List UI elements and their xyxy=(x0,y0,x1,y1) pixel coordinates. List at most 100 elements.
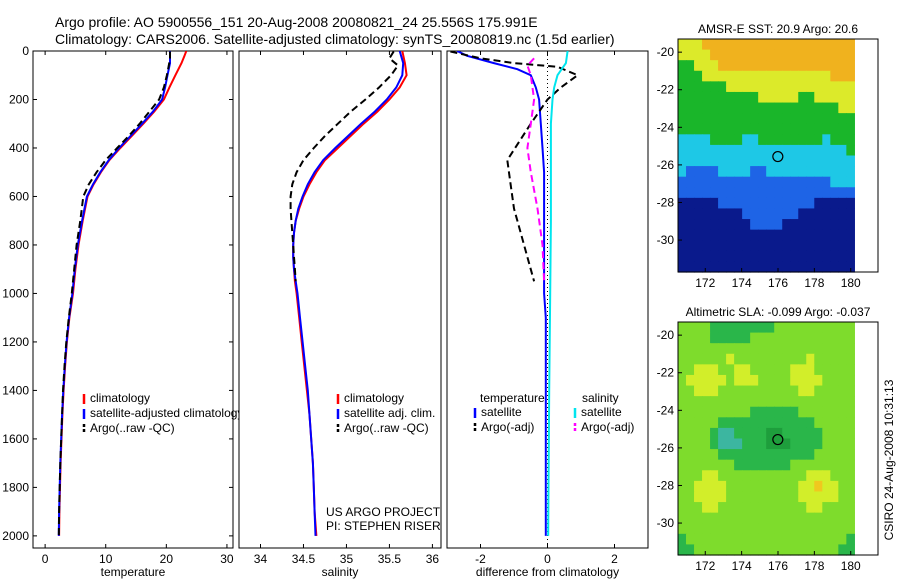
side-stamp: CSIRO 24-Aug-2008 10:31:13 xyxy=(882,379,896,540)
sla_map-cell xyxy=(678,491,687,503)
temperature-y-tick-label: 400 xyxy=(9,141,29,155)
sla_map-cell xyxy=(814,491,823,503)
sst_map-cell xyxy=(838,229,847,241)
sla_map-cell xyxy=(734,544,743,556)
sla_map-cell xyxy=(798,322,807,334)
sla_map-cell xyxy=(846,427,855,440)
sla_map-cell xyxy=(678,533,687,546)
temperature-y-tick-label: 1200 xyxy=(2,335,29,349)
sst_map-cell xyxy=(774,229,783,241)
sst_map-cell xyxy=(774,208,783,220)
sla_map-cell xyxy=(822,470,831,482)
sla_map-cell xyxy=(710,353,719,365)
sst_map-cell xyxy=(758,39,767,51)
sla_map-cell xyxy=(790,385,799,397)
sla_map-cell xyxy=(766,523,775,535)
sst_map-cell xyxy=(766,166,775,178)
sst_map-cell xyxy=(702,102,711,114)
sla_map-cell xyxy=(694,480,703,493)
sst_map-cell xyxy=(846,250,855,263)
sla_map-cell xyxy=(838,480,847,493)
sst_map-cell xyxy=(814,219,823,231)
sla_map-cell xyxy=(814,449,823,461)
sla_map-x-tick-label: 180 xyxy=(841,559,861,573)
sst_map-cell xyxy=(686,39,695,51)
sst_map-cell xyxy=(726,208,735,220)
sst_map-cell xyxy=(678,144,687,157)
salinity-x-tick-label: 36 xyxy=(426,552,440,566)
sst_map-cell xyxy=(822,240,831,252)
sst_map-cell xyxy=(726,102,735,114)
sla_map-cell xyxy=(702,322,711,334)
sla_map-cell xyxy=(846,396,855,408)
sla_map-cell xyxy=(686,396,695,408)
sst_map-cell xyxy=(830,187,839,199)
sst_map-cell xyxy=(806,49,815,61)
sla_map-cell xyxy=(766,406,775,418)
sla_map-cell xyxy=(790,374,799,387)
sst_map-cell xyxy=(678,229,687,241)
sla_map-cell xyxy=(678,406,687,418)
sst_map-cell xyxy=(694,134,703,146)
sla_map-cell xyxy=(766,364,775,376)
sst_map-cell xyxy=(782,250,791,263)
sla_map-y-tick-label: -24 xyxy=(657,403,675,417)
sla_map-cell xyxy=(686,374,695,387)
sst_map-cell xyxy=(750,123,759,135)
sla_map-cell xyxy=(734,406,743,418)
sst_map-cell xyxy=(694,60,703,72)
sla_map-cell xyxy=(710,491,719,503)
sla_map-cell xyxy=(686,523,695,535)
sst_map-cell xyxy=(702,134,711,146)
sla_map-cell xyxy=(750,459,759,471)
sst_map-cell xyxy=(686,81,695,93)
sla_map-cell xyxy=(678,449,687,461)
sla_map-cell xyxy=(766,438,775,450)
sla_map-cell xyxy=(686,364,695,376)
sst_map-cell xyxy=(806,208,815,220)
sst_map-cell xyxy=(830,155,839,167)
sst_map-cell xyxy=(790,219,799,231)
sst_map-cell xyxy=(782,176,791,188)
sla_map-cell xyxy=(814,343,823,355)
sst_map-cell xyxy=(830,49,839,61)
sst_map-cell xyxy=(798,39,807,51)
sst_map-cell xyxy=(758,123,767,135)
sst_map-cell xyxy=(774,81,783,93)
sst_map-cell xyxy=(838,39,847,51)
sst_map-cell xyxy=(790,187,799,199)
sst_map-cell xyxy=(822,176,831,188)
sst_map-cell xyxy=(726,134,735,146)
sla_map-cell xyxy=(702,512,711,524)
sla_map-cell xyxy=(718,332,727,344)
sst_map-cell xyxy=(718,166,727,178)
sla_map-cell xyxy=(702,374,711,387)
sst_map-cell xyxy=(822,197,831,210)
sst_map-cell xyxy=(766,250,775,263)
sst_map-cell xyxy=(710,229,719,241)
sla_map-cell xyxy=(782,406,791,418)
sla_map-cell xyxy=(806,438,815,450)
sla_map-cell xyxy=(734,364,743,376)
sst_map-cell xyxy=(790,60,799,72)
sla_map-cell xyxy=(806,491,815,503)
sla_map-cell xyxy=(710,470,719,482)
sst_map-cell xyxy=(822,70,831,82)
sst_map-cell xyxy=(798,49,807,61)
sst_map-cell xyxy=(838,176,847,188)
sst_map-cell xyxy=(750,229,759,241)
sst_map-cell xyxy=(838,81,847,93)
sla_map-cell xyxy=(702,449,711,461)
sst_map-cell xyxy=(694,208,703,220)
temperature-y-tick-label: 600 xyxy=(9,189,29,203)
sst_map-cell xyxy=(702,240,711,252)
sst_map-cell xyxy=(726,166,735,178)
sst_map-x-tick-label: 172 xyxy=(695,276,715,290)
sla_map-cell xyxy=(758,480,767,493)
sst_map-cell xyxy=(814,81,823,93)
sst_map-cell xyxy=(798,240,807,252)
sst_map-cell xyxy=(790,240,799,252)
sla_map-cell xyxy=(798,544,807,556)
sst_map-argo-marker xyxy=(772,150,784,163)
sla_map-cell xyxy=(814,385,823,397)
